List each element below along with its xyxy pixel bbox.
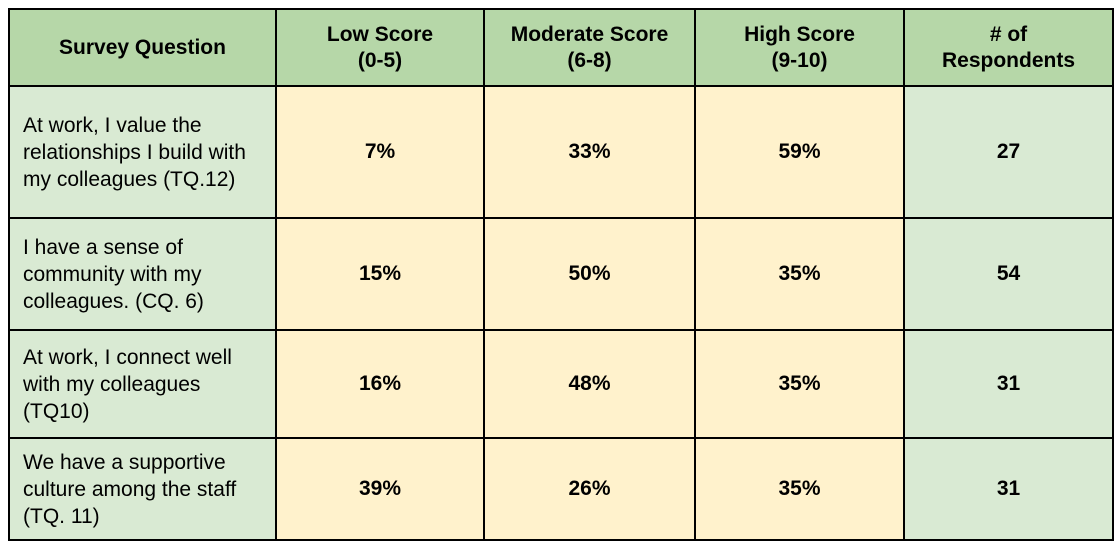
question-cell: At work, I value the relationships I bui… xyxy=(8,85,277,219)
high-score-cell: 35% xyxy=(694,217,905,331)
question-cell: At work, I connect well with my colleagu… xyxy=(8,329,277,439)
low-score-cell: 15% xyxy=(275,217,485,331)
question-cell: We have a supportive culture among the s… xyxy=(8,437,277,541)
survey-results-table: Survey Question Low Score (0-5) Moderate… xyxy=(8,8,1114,541)
moderate-score-cell: 33% xyxy=(483,85,696,219)
low-score-cell: 39% xyxy=(275,437,485,541)
low-score-cell: 16% xyxy=(275,329,485,439)
low-score-cell: 7% xyxy=(275,85,485,219)
respondents-cell: 27 xyxy=(903,85,1114,219)
table-row: We have a supportive culture among the s… xyxy=(8,437,1114,541)
respondents-cell: 31 xyxy=(903,329,1114,439)
moderate-score-cell: 26% xyxy=(483,437,696,541)
header-high-score: High Score (9-10) xyxy=(694,8,905,87)
moderate-score-cell: 50% xyxy=(483,217,696,331)
high-score-cell: 35% xyxy=(694,437,905,541)
header-moderate-score-title: Moderate Score xyxy=(510,22,669,46)
header-moderate-score-range: (6-8) xyxy=(567,48,612,72)
header-survey-question: Survey Question xyxy=(8,8,277,87)
moderate-score-cell: 48% xyxy=(483,329,696,439)
question-cell: I have a sense of community with my coll… xyxy=(8,217,277,331)
high-score-cell: 59% xyxy=(694,85,905,219)
respondents-cell: 31 xyxy=(903,437,1114,541)
high-score-cell: 35% xyxy=(694,329,905,439)
header-low-score: Low Score (0-5) xyxy=(275,8,485,87)
header-respondents-line1: # of xyxy=(989,22,1028,46)
header-respondents: # of Respondents xyxy=(903,8,1114,87)
header-low-score-title: Low Score xyxy=(326,22,434,46)
table-row: At work, I connect well with my colleagu… xyxy=(8,329,1114,439)
header-row: Survey Question Low Score (0-5) Moderate… xyxy=(8,8,1114,87)
header-respondents-line2: Respondents xyxy=(941,48,1075,72)
header-high-score-title: High Score xyxy=(744,22,855,46)
table-row: I have a sense of community with my coll… xyxy=(8,217,1114,331)
header-low-score-range: (0-5) xyxy=(357,48,403,72)
header-moderate-score: Moderate Score (6-8) xyxy=(483,8,696,87)
table-row: At work, I value the relationships I bui… xyxy=(8,85,1114,219)
header-high-score-range: (9-10) xyxy=(771,48,828,72)
respondents-cell: 54 xyxy=(903,217,1114,331)
